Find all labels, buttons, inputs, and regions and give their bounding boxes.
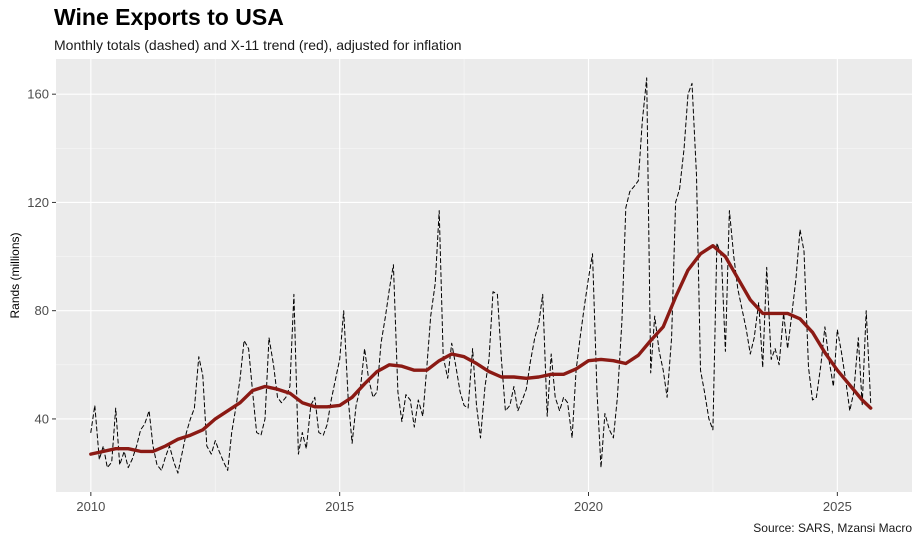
y-tick-label: 160	[27, 87, 49, 102]
y-tick-label: 120	[27, 195, 49, 210]
x-tick-label: 2020	[574, 499, 603, 514]
monthly-totals-line	[90, 77, 872, 474]
x-tick-label: 2015	[325, 499, 354, 514]
y-axis-title: Rands (millions)	[8, 232, 22, 318]
axis-ticks	[52, 93, 838, 496]
axis-tick-labels: 2010 2015 2020 2025 40 80 120 160	[27, 87, 852, 514]
series-layer	[89, 77, 873, 474]
x-tick-label: 2025	[823, 499, 852, 514]
major-gridlines	[56, 59, 912, 492]
plot-background	[56, 59, 912, 492]
chart-caption: Source: SARS, Mzansi Macro	[753, 521, 912, 535]
chart-title: Wine Exports to USA	[54, 4, 284, 30]
x-tick-label: 2010	[76, 499, 105, 514]
minor-gridlines	[56, 59, 912, 492]
y-tick-label: 80	[35, 303, 49, 318]
trend-line	[89, 244, 873, 456]
chart-subtitle: Monthly totals (dashed) and X-11 trend (…	[54, 37, 462, 53]
y-tick-label: 40	[35, 411, 49, 426]
